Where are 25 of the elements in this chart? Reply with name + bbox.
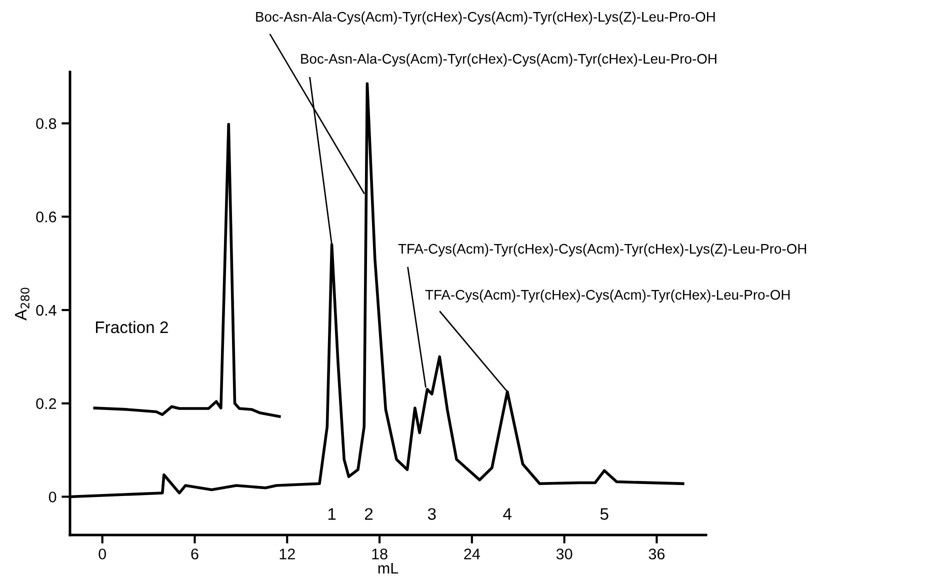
annotation: TFA-Cys(Acm)-Tyr(cHex)-Cys(Acm)-Tyr(cHex)-Lys(Z)-Leu-Pro-OH (398, 244, 806, 256)
y-tick-label: 0.6 (36, 212, 56, 222)
y-tick-label: 0 (48, 492, 56, 502)
x-tick-label: 24 (464, 548, 480, 560)
x-tick-label: 12 (280, 548, 295, 560)
y-tick-label: 0.4 (36, 304, 56, 316)
annotation: Boc-Asn-Ala-Cys(Acm)-Tyr(cHex)-Cys(Acm)-Tyr(cHex)-Lys(Z)-Leu-Pro-OH (256, 12, 715, 24)
x-tick-label: 36 (648, 548, 665, 560)
line-series (93, 122, 281, 418)
annotation: 1 (328, 508, 336, 520)
y-axis-title: A$_{280}$ (15, 288, 30, 320)
annotation: 5 (600, 508, 608, 520)
annotation: 3 (428, 508, 436, 520)
x-tick-label: 18 (372, 548, 388, 560)
y-tick-label: 0.2 (36, 398, 56, 410)
y-tick-label: 0.8 (36, 118, 56, 130)
annotation: Boc-Asn-Ala-Cys(Acm)-Tyr(cHex)-Cys(Acm)-Tyr(cHex)-Leu-Pro-OH (301, 54, 716, 66)
annotation: TFA-Cys(Acm)-Tyr(cHex)-Cys(Acm)-Tyr(cHex)-Leu-Pro-OH (425, 290, 790, 302)
annotation: Fraction 2 (96, 320, 168, 334)
annotation: 4 (503, 508, 512, 520)
annotation: 2 (364, 508, 373, 520)
x-tick-label: 30 (556, 548, 572, 560)
x-tick-label: 0 (98, 548, 106, 560)
x-tick-label: 6 (191, 548, 198, 560)
x-axis-title: mL (378, 562, 398, 574)
